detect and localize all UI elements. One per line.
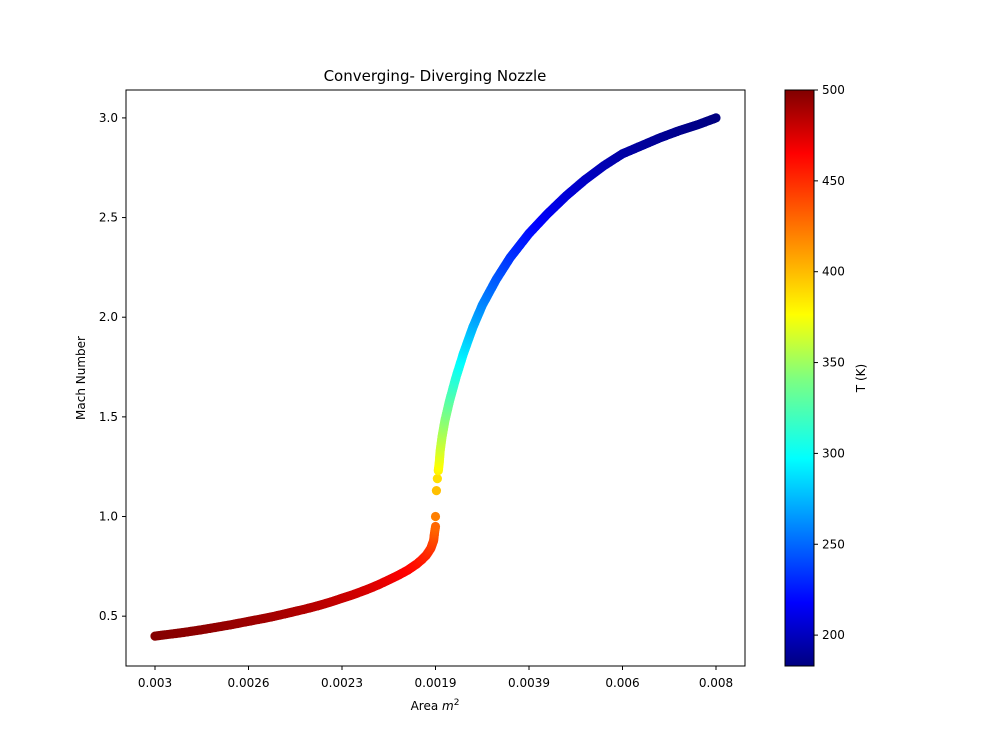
y-tick-label: 0.5 [99,609,118,623]
x-tick-label: 0.008 [699,676,733,690]
colorbar-tick-label: 200 [822,628,845,642]
x-axis-label-var: m [442,699,454,713]
x-axis-label-exponent: 2 [454,698,460,708]
colorbar-tick-label: 500 [822,83,845,97]
scatter-point [430,511,441,522]
scatter-point [430,521,441,532]
colorbar-tick-label: 350 [822,356,845,370]
colorbar-tick-label: 300 [822,446,845,460]
y-tick-label: 2.5 [99,211,118,225]
x-axis-label: Area m2 [411,698,460,713]
x-tick-label: 0.006 [605,676,639,690]
colorbar-label: T (K) [854,364,868,393]
x-tick-label: 0.0026 [228,676,270,690]
scatter-point [432,474,442,484]
x-tick-label: 0.0039 [508,676,550,690]
scatter-point [711,113,721,123]
y-tick-label: 1.5 [99,410,118,424]
scatter-points [150,113,721,641]
y-axis: 0.5 1.0 1.5 2.0 2.5 3.0 [99,111,126,623]
x-tick-label: 0.0019 [415,676,457,690]
y-tick-label: 1.0 [99,510,118,524]
colorbar-axis: 200 250 300 350 400 450 500 [814,83,845,642]
chart-title: Converging- Diverging Nozzle [324,67,547,85]
y-tick-label: 2.0 [99,310,118,324]
y-axis-label: Mach Number [74,336,88,420]
colorbar-tick-label: 250 [822,537,845,551]
x-tick-label: 0.0023 [321,676,363,690]
x-axis: 0.003 0.0026 0.0023 0.0019 0.0039 0.006 0.008 [138,666,733,690]
scatter-point [431,486,442,496]
plot-frame [125,89,746,667]
colorbar-tick-label: 450 [822,174,845,188]
colorbar [784,89,815,667]
x-axis-label-base: Area [411,699,442,713]
y-tick-label: 3.0 [99,111,118,125]
colorbar-tick-label: 400 [822,265,845,279]
x-tick-label: 0.003 [138,676,172,690]
